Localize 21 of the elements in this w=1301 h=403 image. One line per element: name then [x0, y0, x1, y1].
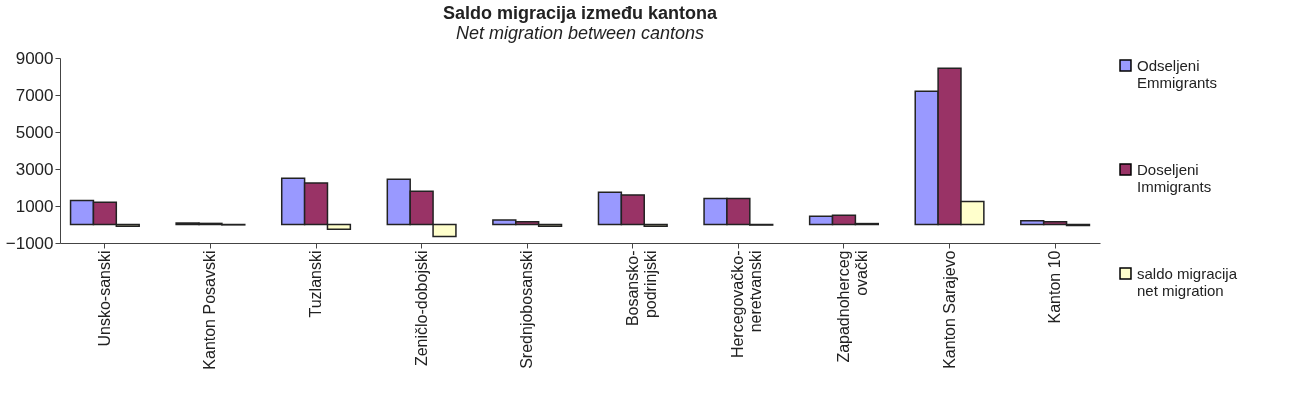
x-tick-label: Kanton Posavski: [201, 250, 219, 370]
legend-label: saldo migracija net migration: [1137, 264, 1238, 299]
x-tick-label: Kanton Sarajevo: [940, 250, 958, 369]
y-tick-label: −1000: [5, 233, 54, 253]
x-tick-label: Bosansko- podrinjski: [623, 250, 659, 327]
y-tick-label: 5000: [15, 122, 54, 142]
legend-label: Doseljeni Immigrants: [1137, 160, 1212, 195]
y-tick-label: 9000: [15, 48, 54, 68]
chart-subtitle: Net migration between cantons: [455, 23, 705, 43]
x-tick-label: Unsko-sanski: [95, 250, 113, 347]
x-tick-label: Kanton 10: [1046, 250, 1064, 324]
x-tick-label: Srednjobosanski: [518, 250, 536, 369]
x-tick-label: Zapadnoherceg ovački: [834, 250, 870, 363]
legend-label: Odseljeni Emmigrants: [1137, 56, 1218, 91]
x-tick-label: Zeničlo-dobojski: [412, 250, 430, 367]
x-tick-label: Tuzlanski: [307, 250, 325, 318]
x-tick-label: Hercegovačko- neretvanski: [729, 250, 765, 359]
y-tick-label: 7000: [15, 85, 54, 105]
chart-title: Saldo migracija između kantona: [442, 3, 719, 23]
y-tick-label: 3000: [15, 159, 54, 179]
y-tick-label: 1000: [15, 196, 54, 216]
